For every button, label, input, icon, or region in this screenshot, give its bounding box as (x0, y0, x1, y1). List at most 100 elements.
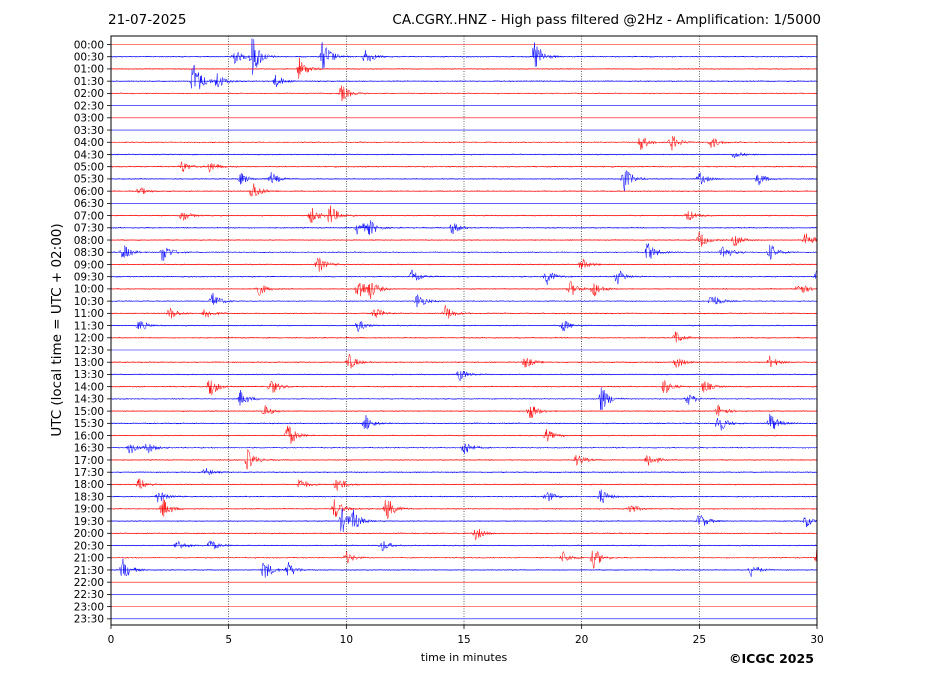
trace-line (110, 449, 817, 470)
y-tick-label: 00:30 (74, 52, 104, 64)
y-tick-label: 07:30 (74, 223, 104, 235)
trace-line (110, 508, 817, 532)
y-tick-label: 13:00 (74, 357, 104, 369)
y-tick-label: 21:30 (74, 565, 104, 577)
trace-line (110, 243, 817, 262)
trace-line (110, 425, 817, 444)
trace-line (110, 38, 817, 75)
trace-line (110, 549, 817, 569)
y-tick-label: 06:00 (74, 186, 104, 198)
trace-line (110, 558, 817, 578)
y-tick-label: 11:00 (74, 308, 104, 320)
trace-line (110, 161, 817, 173)
y-tick-label: 13:30 (74, 369, 104, 381)
y-tick-label: 02:00 (74, 88, 104, 100)
y-tick-label: 06:30 (74, 198, 104, 210)
y-tick-label: 16:30 (74, 443, 104, 455)
trace-line (110, 64, 817, 90)
trace-line (110, 220, 817, 235)
trace-line (110, 540, 817, 552)
y-tick-label: 12:00 (74, 333, 104, 345)
y-tick-label: 08:00 (74, 235, 104, 247)
y-tick-label: 10:00 (74, 284, 104, 296)
y-tick-label: 11:30 (74, 320, 104, 332)
trace-line (110, 151, 817, 159)
y-tick-label: 23:30 (74, 614, 104, 626)
x-tick-label: 20 (575, 634, 588, 646)
trace-line (110, 478, 817, 491)
y-tick-label: 05:30 (74, 174, 104, 186)
trace-line (110, 57, 817, 79)
y-tick-label: 03:00 (74, 113, 104, 125)
y-tick-label: 09:30 (74, 271, 104, 283)
y-tick-label: 21:00 (74, 553, 104, 565)
y-tick-label: 14:00 (74, 381, 104, 393)
copyright-label: ©ICGC 2025 (729, 651, 814, 666)
y-tick-label: 10:30 (74, 296, 104, 308)
trace-line (110, 205, 817, 224)
y-tick-label: 16:00 (74, 430, 104, 442)
trace-line (111, 443, 817, 454)
y-axis-ticks: 00:0000:3001:0001:3002:0002:3003:0003:30… (74, 39, 111, 626)
vertical-grid (228, 36, 700, 625)
trace-line (110, 280, 817, 299)
y-tick-label: 14:30 (74, 394, 104, 406)
trace-line (110, 293, 817, 308)
y-tick-label: 02:30 (74, 100, 104, 112)
trace-line (110, 528, 817, 541)
y-tick-label: 19:30 (74, 516, 104, 528)
trace-line (110, 380, 817, 396)
y-tick-label: 05:00 (74, 162, 104, 174)
y-tick-label: 17:30 (74, 467, 104, 479)
y-tick-label: 04:30 (74, 149, 104, 161)
y-tick-label: 03:30 (74, 125, 104, 137)
y-tick-label: 18:30 (74, 491, 104, 503)
y-tick-label: 19:00 (74, 504, 104, 516)
trace-line (110, 305, 817, 319)
y-tick-label: 23:00 (74, 601, 104, 613)
y-tick-label: 22:30 (74, 589, 104, 601)
trace-line (110, 257, 817, 272)
trace-line (110, 136, 817, 151)
x-tick-label: 15 (457, 634, 470, 646)
y-tick-label: 04:00 (74, 137, 104, 149)
trace-line (110, 331, 817, 343)
trace-line (110, 269, 817, 285)
trace-line (111, 468, 817, 476)
trace-line (110, 231, 817, 247)
trace-line (111, 404, 817, 418)
y-tick-label: 12:30 (74, 345, 104, 357)
x-axis-ticks: 0 5 10 15 20 25 30 (108, 625, 824, 646)
seismic-traces (110, 38, 817, 578)
y-tick-label: 08:30 (74, 247, 104, 259)
y-tick-label: 20:00 (74, 528, 104, 540)
y-tick-label: 15:00 (74, 406, 104, 418)
x-tick-label: 30 (810, 634, 823, 646)
trace-line (110, 489, 817, 503)
x-tick-label: 10 (340, 634, 353, 646)
trace-line (110, 499, 817, 519)
y-tick-label: 18:00 (74, 479, 104, 491)
y-tick-label: 09:00 (74, 259, 104, 271)
trace-line (110, 85, 817, 102)
y-tick-label: 22:00 (74, 577, 104, 589)
trace-line (110, 169, 817, 191)
trace-line (110, 413, 817, 431)
trace-line (110, 320, 817, 332)
x-tick-label: 5 (225, 634, 232, 646)
x-axis-label: time in minutes (420, 651, 508, 664)
trace-line (110, 370, 817, 382)
y-tick-label: 15:30 (74, 418, 104, 430)
y-tick-label: 20:30 (74, 540, 104, 552)
y-tick-label: 17:00 (74, 455, 104, 467)
x-tick-label: 0 (108, 634, 115, 646)
chart-title: CA.CGRY..HNZ - High pass filtered @2Hz -… (392, 12, 821, 28)
trace-line (111, 183, 817, 197)
y-tick-label: 01:00 (74, 64, 104, 76)
trace-line (110, 353, 817, 369)
y-tick-label: 01:30 (74, 76, 104, 88)
date-label: 21-07-2025 (108, 12, 187, 28)
y-tick-label: 07:00 (74, 210, 104, 222)
x-tick-label: 25 (693, 634, 706, 646)
